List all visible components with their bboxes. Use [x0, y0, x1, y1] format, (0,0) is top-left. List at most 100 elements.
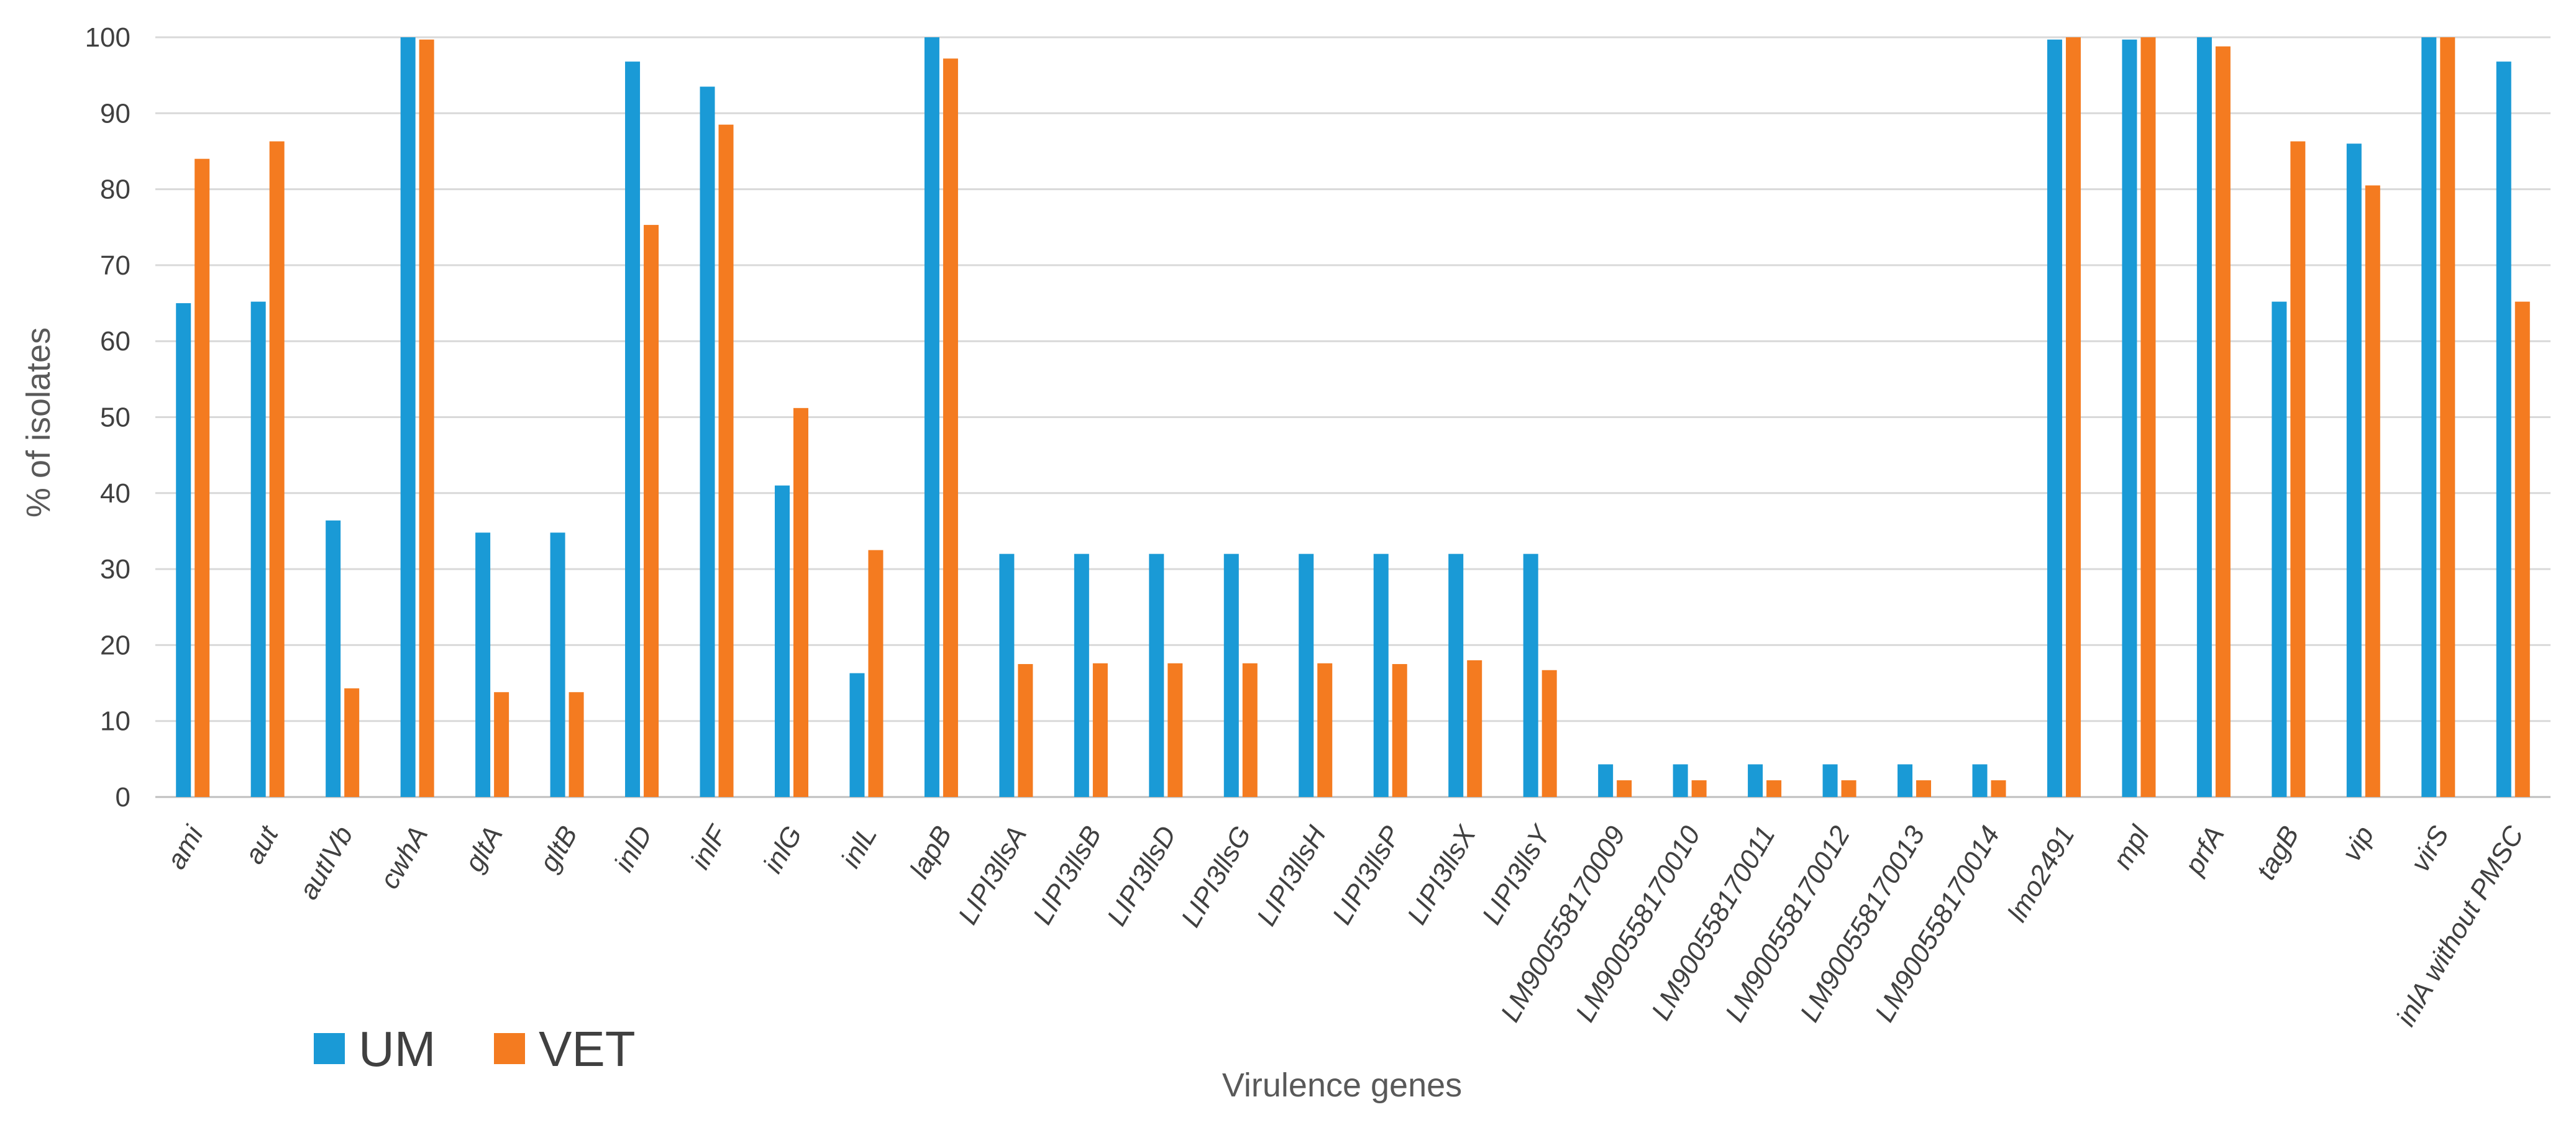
x-axis-ticks: ami aut autIVb cwhA gltA gltB inlD inlF inlG inlL…: [161, 819, 2530, 1031]
gridlines: [155, 36, 2551, 798]
y-tick-label: 40: [100, 478, 130, 509]
bar-vet-4: [494, 692, 509, 797]
bar-um-15: [1299, 553, 1314, 797]
x-tick-label: ami: [161, 820, 209, 874]
x-tick-label: lmo2491: [2002, 821, 2081, 927]
bar-um-20: [1673, 764, 1688, 797]
legend-swatch-um: [314, 1033, 345, 1064]
legend-label-vet: VET: [539, 1021, 636, 1077]
x-tick-label: autIVb: [293, 821, 359, 905]
bar-um-18: [1523, 553, 1538, 797]
x-tick-label: LIPI3llsA: [952, 821, 1033, 930]
bar-um-9: [849, 673, 865, 797]
x-tick-label: gltA: [459, 821, 508, 877]
bar-vet-5: [569, 692, 584, 797]
bar-um-10: [924, 37, 939, 797]
bar-vet-18: [1541, 670, 1557, 797]
bar-vet-2: [344, 688, 360, 797]
x-tick-label: tagB: [2250, 821, 2305, 885]
bar-um-5: [550, 532, 565, 797]
bar-vet-27: [2215, 46, 2231, 797]
y-tick-label: 60: [100, 326, 130, 357]
bar-vet-20: [1691, 780, 1707, 797]
y-tick-label: 80: [100, 175, 130, 205]
x-tick-label: inlD: [608, 821, 658, 877]
y-tick-label: 0: [116, 782, 130, 813]
x-tick-label: LIPI3llsG: [1176, 821, 1258, 932]
bar-um-23: [1898, 764, 1913, 797]
legend: UM VET: [314, 1021, 636, 1077]
legend-swatch-vet: [494, 1033, 525, 1064]
bar-vet-11: [1018, 663, 1033, 797]
x-tick-label: LIPI3llsP: [1327, 821, 1407, 929]
bar-vet-10: [943, 58, 958, 797]
bar-um-25: [2047, 39, 2062, 798]
bar-um-4: [475, 532, 491, 797]
bar-um-0: [176, 303, 191, 797]
bar-vet-29: [2365, 185, 2380, 797]
y-tick-label: 10: [100, 706, 130, 737]
x-tick-label: aut: [239, 820, 285, 869]
bar-vet-15: [1317, 663, 1333, 797]
x-tick-label: cwhA: [374, 821, 434, 895]
bar-um-3: [400, 37, 416, 797]
bar-um-14: [1223, 553, 1239, 797]
x-tick-label: LIPI3llsH: [1251, 821, 1332, 931]
bar-vet-1: [269, 141, 285, 797]
bar-um-13: [1149, 553, 1164, 797]
x-tick-label: LIPI3llsB: [1027, 821, 1107, 930]
y-tick-label: 100: [85, 22, 130, 53]
bar-vet-19: [1617, 780, 1632, 797]
bar-um-11: [999, 553, 1015, 797]
x-tick-label: LIPI3llsX: [1402, 820, 1482, 929]
x-tick-label: virS: [2405, 821, 2455, 877]
bar-um-16: [1373, 553, 1389, 797]
x-tick-label: LIPI3llsD: [1102, 821, 1182, 931]
bar-vet-21: [1766, 780, 1782, 797]
bar-vet-0: [194, 158, 210, 798]
bar-um-31: [2496, 61, 2511, 798]
y-tick-label: 50: [100, 403, 130, 433]
bar-um-27: [2196, 37, 2212, 797]
bar-vet-14: [1242, 663, 1258, 797]
bar-vet-16: [1392, 663, 1407, 797]
bar-vet-12: [1092, 663, 1108, 797]
x-tick-label: lapB: [904, 821, 957, 884]
bars: [176, 37, 2530, 798]
x-axis-title: Virulence genes: [1222, 1067, 1462, 1104]
bar-vet-6: [644, 225, 659, 797]
y-axis-ticks: 0 10 20 30 40 50 60 70 80 90 100: [85, 22, 130, 813]
y-tick-label: 70: [100, 250, 130, 281]
x-tick-label: inlG: [757, 821, 808, 878]
bar-vet-25: [2065, 37, 2081, 797]
x-tick-label: inlF: [685, 820, 734, 875]
bar-um-19: [1598, 764, 1614, 797]
bar-um-7: [700, 86, 715, 797]
y-tick-label: 30: [100, 554, 130, 585]
bar-um-6: [625, 61, 641, 798]
legend-label-um: UM: [359, 1021, 436, 1077]
bar-um-30: [2421, 37, 2437, 797]
x-tick-label: gltB: [534, 821, 583, 877]
bar-vet-24: [1991, 780, 2006, 797]
bar-vet-28: [2290, 141, 2306, 797]
bar-vet-8: [793, 408, 808, 797]
bar-vet-22: [1841, 780, 1857, 797]
bar-um-22: [1822, 764, 1838, 797]
bar-um-12: [1074, 553, 1089, 797]
x-tick-label: prfA: [2178, 821, 2231, 881]
bar-vet-23: [1916, 780, 1932, 797]
y-tick-label: 20: [100, 630, 130, 660]
bar-um-24: [1972, 764, 1988, 797]
bar-vet-30: [2440, 37, 2455, 797]
y-axis-title: % of isolates: [20, 327, 57, 517]
bar-um-26: [2122, 39, 2137, 798]
bar-vet-31: [2514, 301, 2530, 797]
bar-um-1: [250, 301, 266, 797]
x-tick-label: inlL: [835, 821, 883, 873]
bar-vet-13: [1167, 663, 1183, 797]
bar-vet-3: [419, 39, 434, 798]
bar-um-8: [774, 485, 790, 797]
bar-um-29: [2346, 143, 2362, 798]
